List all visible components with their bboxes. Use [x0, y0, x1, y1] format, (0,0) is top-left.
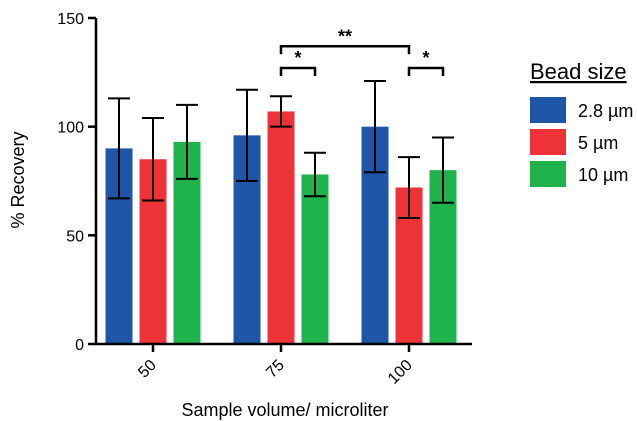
- legend-swatch: [530, 161, 566, 187]
- error-bar-50-series-1: [142, 116, 164, 202]
- bar-75-series-1: [267, 111, 295, 344]
- error-bar-100-series-2: [432, 136, 454, 204]
- bracket-line: [407, 66, 445, 76]
- error-bars-layer: [108, 80, 454, 219]
- x-axis-title: Sample volume/ microliter: [181, 400, 388, 420]
- legend-item-0: 2.8 µm: [530, 97, 633, 123]
- significance-bracket-1: *: [407, 48, 445, 76]
- legend-item-1: 5 µm: [530, 129, 618, 155]
- significance-bracket-0: *: [279, 48, 317, 76]
- x-tick-label-50: 50: [135, 357, 160, 382]
- error-bar-75-series-0: [236, 88, 258, 182]
- legend-title: Bead size: [530, 59, 627, 84]
- error-bar-50-series-0: [108, 97, 130, 200]
- y-tick-label-100: 100: [57, 120, 84, 137]
- legend: Bead size 2.8 µm 5 µm 10 µm: [530, 59, 633, 187]
- x-tick-label-100: 100: [385, 357, 416, 388]
- bar-75-series-2: [301, 174, 329, 344]
- y-tick-label-150: 150: [57, 11, 84, 28]
- significance-label: **: [338, 26, 352, 46]
- significance-bracket-2: **: [279, 26, 411, 55]
- significance-label: *: [294, 48, 301, 68]
- significance-layer: * ***: [279, 26, 445, 76]
- legend-item-2: 10 µm: [530, 161, 628, 187]
- y-axis-title: % Recovery: [8, 131, 28, 228]
- significance-label: *: [422, 48, 429, 68]
- legend-label: 10 µm: [578, 165, 628, 185]
- legend-label: 5 µm: [578, 133, 618, 153]
- bars-layer: [105, 111, 457, 345]
- legend-swatch: [530, 129, 566, 155]
- y-tick-label-50: 50: [66, 228, 84, 245]
- y-tick-label-0: 0: [75, 337, 84, 354]
- bracket-line: [279, 45, 411, 55]
- error-bar-100-series-0: [364, 80, 386, 174]
- error-bar-50-series-2: [176, 103, 198, 180]
- x-tick-label-75: 75: [263, 357, 288, 382]
- error-bar-100-series-1: [398, 156, 420, 219]
- legend-swatch: [530, 97, 566, 123]
- error-bar-75-series-1: [270, 95, 292, 128]
- legend-label: 2.8 µm: [578, 101, 633, 121]
- bracket-line: [279, 66, 317, 76]
- error-bar-75-series-2: [304, 151, 326, 198]
